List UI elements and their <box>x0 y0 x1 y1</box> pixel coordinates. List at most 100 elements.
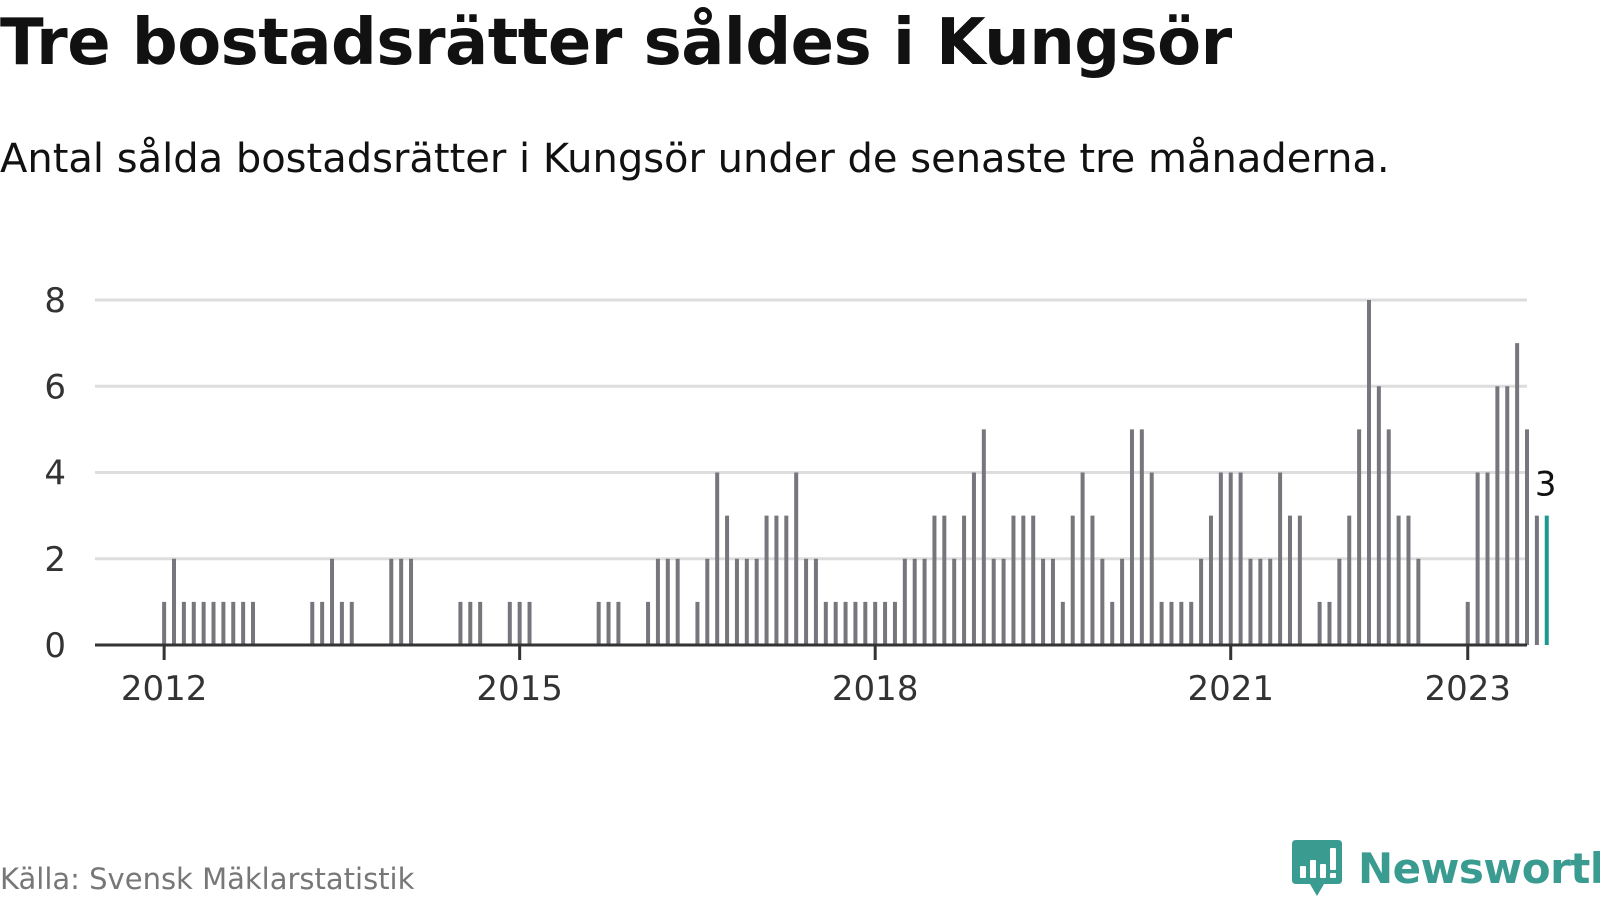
bar <box>1169 601 1174 646</box>
bar <box>1485 472 1490 645</box>
bar <box>1248 558 1253 645</box>
y-tick-label-6: 6 <box>44 367 66 407</box>
bar <box>616 601 621 646</box>
bar <box>458 601 463 646</box>
bar <box>784 515 789 646</box>
bar <box>1110 601 1115 646</box>
bar <box>981 429 986 646</box>
y-tick-label-2: 2 <box>44 540 66 580</box>
bar <box>1396 515 1401 646</box>
bar <box>734 558 739 645</box>
bar <box>1001 558 1006 645</box>
source-note: Källa: Svensk Mäklarstatistik <box>0 862 415 896</box>
bar <box>1357 429 1362 646</box>
bar <box>764 515 769 646</box>
bar <box>991 558 996 645</box>
bar <box>172 558 177 645</box>
bar <box>606 601 611 646</box>
bar <box>1278 472 1283 645</box>
bar <box>1465 601 1470 646</box>
bar <box>162 601 167 646</box>
last-value-label: 3 <box>1535 465 1557 505</box>
x-tick-label-2023: 2023 <box>1424 669 1511 709</box>
bar <box>221 601 226 646</box>
bar <box>774 515 779 646</box>
bar <box>1149 472 1154 645</box>
bar <box>1179 601 1184 646</box>
bar <box>1080 472 1085 645</box>
bar <box>399 558 404 645</box>
x-tick-label-2018: 2018 <box>832 669 919 709</box>
y-axis-labels: 0 2 4 6 8 <box>44 281 66 666</box>
bar <box>1041 558 1046 645</box>
bar <box>655 558 660 645</box>
bar <box>1050 558 1055 645</box>
bar <box>1416 558 1421 645</box>
bar <box>863 601 868 646</box>
bar <box>942 515 947 646</box>
bar <box>1297 515 1302 646</box>
grid-lines <box>95 298 1527 561</box>
bar <box>1120 558 1125 645</box>
bar <box>962 515 967 646</box>
bar <box>646 601 651 646</box>
bar <box>833 601 838 646</box>
bar <box>1011 515 1016 646</box>
chart-title: Tre bostadsrätter såldes i Kungsör <box>0 6 1232 80</box>
x-tick-label-2012: 2012 <box>121 669 208 709</box>
brand-name: Newsworthy <box>1358 843 1600 893</box>
bar <box>1208 515 1213 646</box>
bar <box>251 601 256 646</box>
bar <box>873 601 878 646</box>
bar <box>1238 472 1243 645</box>
bar <box>1159 601 1164 646</box>
bar <box>922 558 927 645</box>
bar <box>409 558 414 645</box>
bar <box>1525 429 1529 646</box>
bar <box>389 558 394 645</box>
bar <box>1258 558 1263 645</box>
bar <box>754 558 759 645</box>
bar-chart-speech-bubble-icon <box>1292 840 1342 896</box>
bar <box>1031 515 1036 646</box>
bar <box>892 601 897 646</box>
bar <box>1021 515 1026 646</box>
bar <box>1268 558 1273 645</box>
bar <box>1287 515 1292 646</box>
bar <box>715 472 720 645</box>
bar <box>468 601 473 646</box>
bar <box>191 601 196 646</box>
bar <box>902 558 907 645</box>
bar <box>527 601 532 646</box>
bar <box>675 558 680 645</box>
bar <box>853 601 858 646</box>
bar-chart: 0 2 4 6 8 2012 2015 2018 2021 2023 3 <box>44 281 1557 709</box>
bar <box>231 601 236 646</box>
bar <box>1386 429 1391 646</box>
y-tick-label-0: 0 <box>44 626 66 666</box>
bar <box>349 601 354 646</box>
bar <box>1100 558 1105 645</box>
bar <box>952 558 957 645</box>
bar <box>725 515 730 646</box>
bar <box>517 601 522 646</box>
bar <box>1129 429 1134 646</box>
bar <box>665 558 670 645</box>
bar <box>596 601 601 646</box>
bar <box>804 558 809 645</box>
bar <box>971 472 976 645</box>
bar <box>1366 300 1371 645</box>
chart-subtitle: Antal sålda bostadsrätter i Kungsör unde… <box>0 136 1390 182</box>
newsworthy-logo[interactable]: Newsworthy <box>1292 840 1600 896</box>
bar <box>794 472 799 645</box>
bar <box>339 601 344 646</box>
bar <box>1534 515 1539 646</box>
bar <box>1139 429 1144 646</box>
bar <box>705 558 710 645</box>
bar <box>1317 601 1322 646</box>
bar <box>1505 386 1510 645</box>
bar <box>1495 386 1500 645</box>
bar <box>1218 472 1223 645</box>
x-tick-label-2021: 2021 <box>1187 669 1274 709</box>
bar <box>1406 515 1411 646</box>
